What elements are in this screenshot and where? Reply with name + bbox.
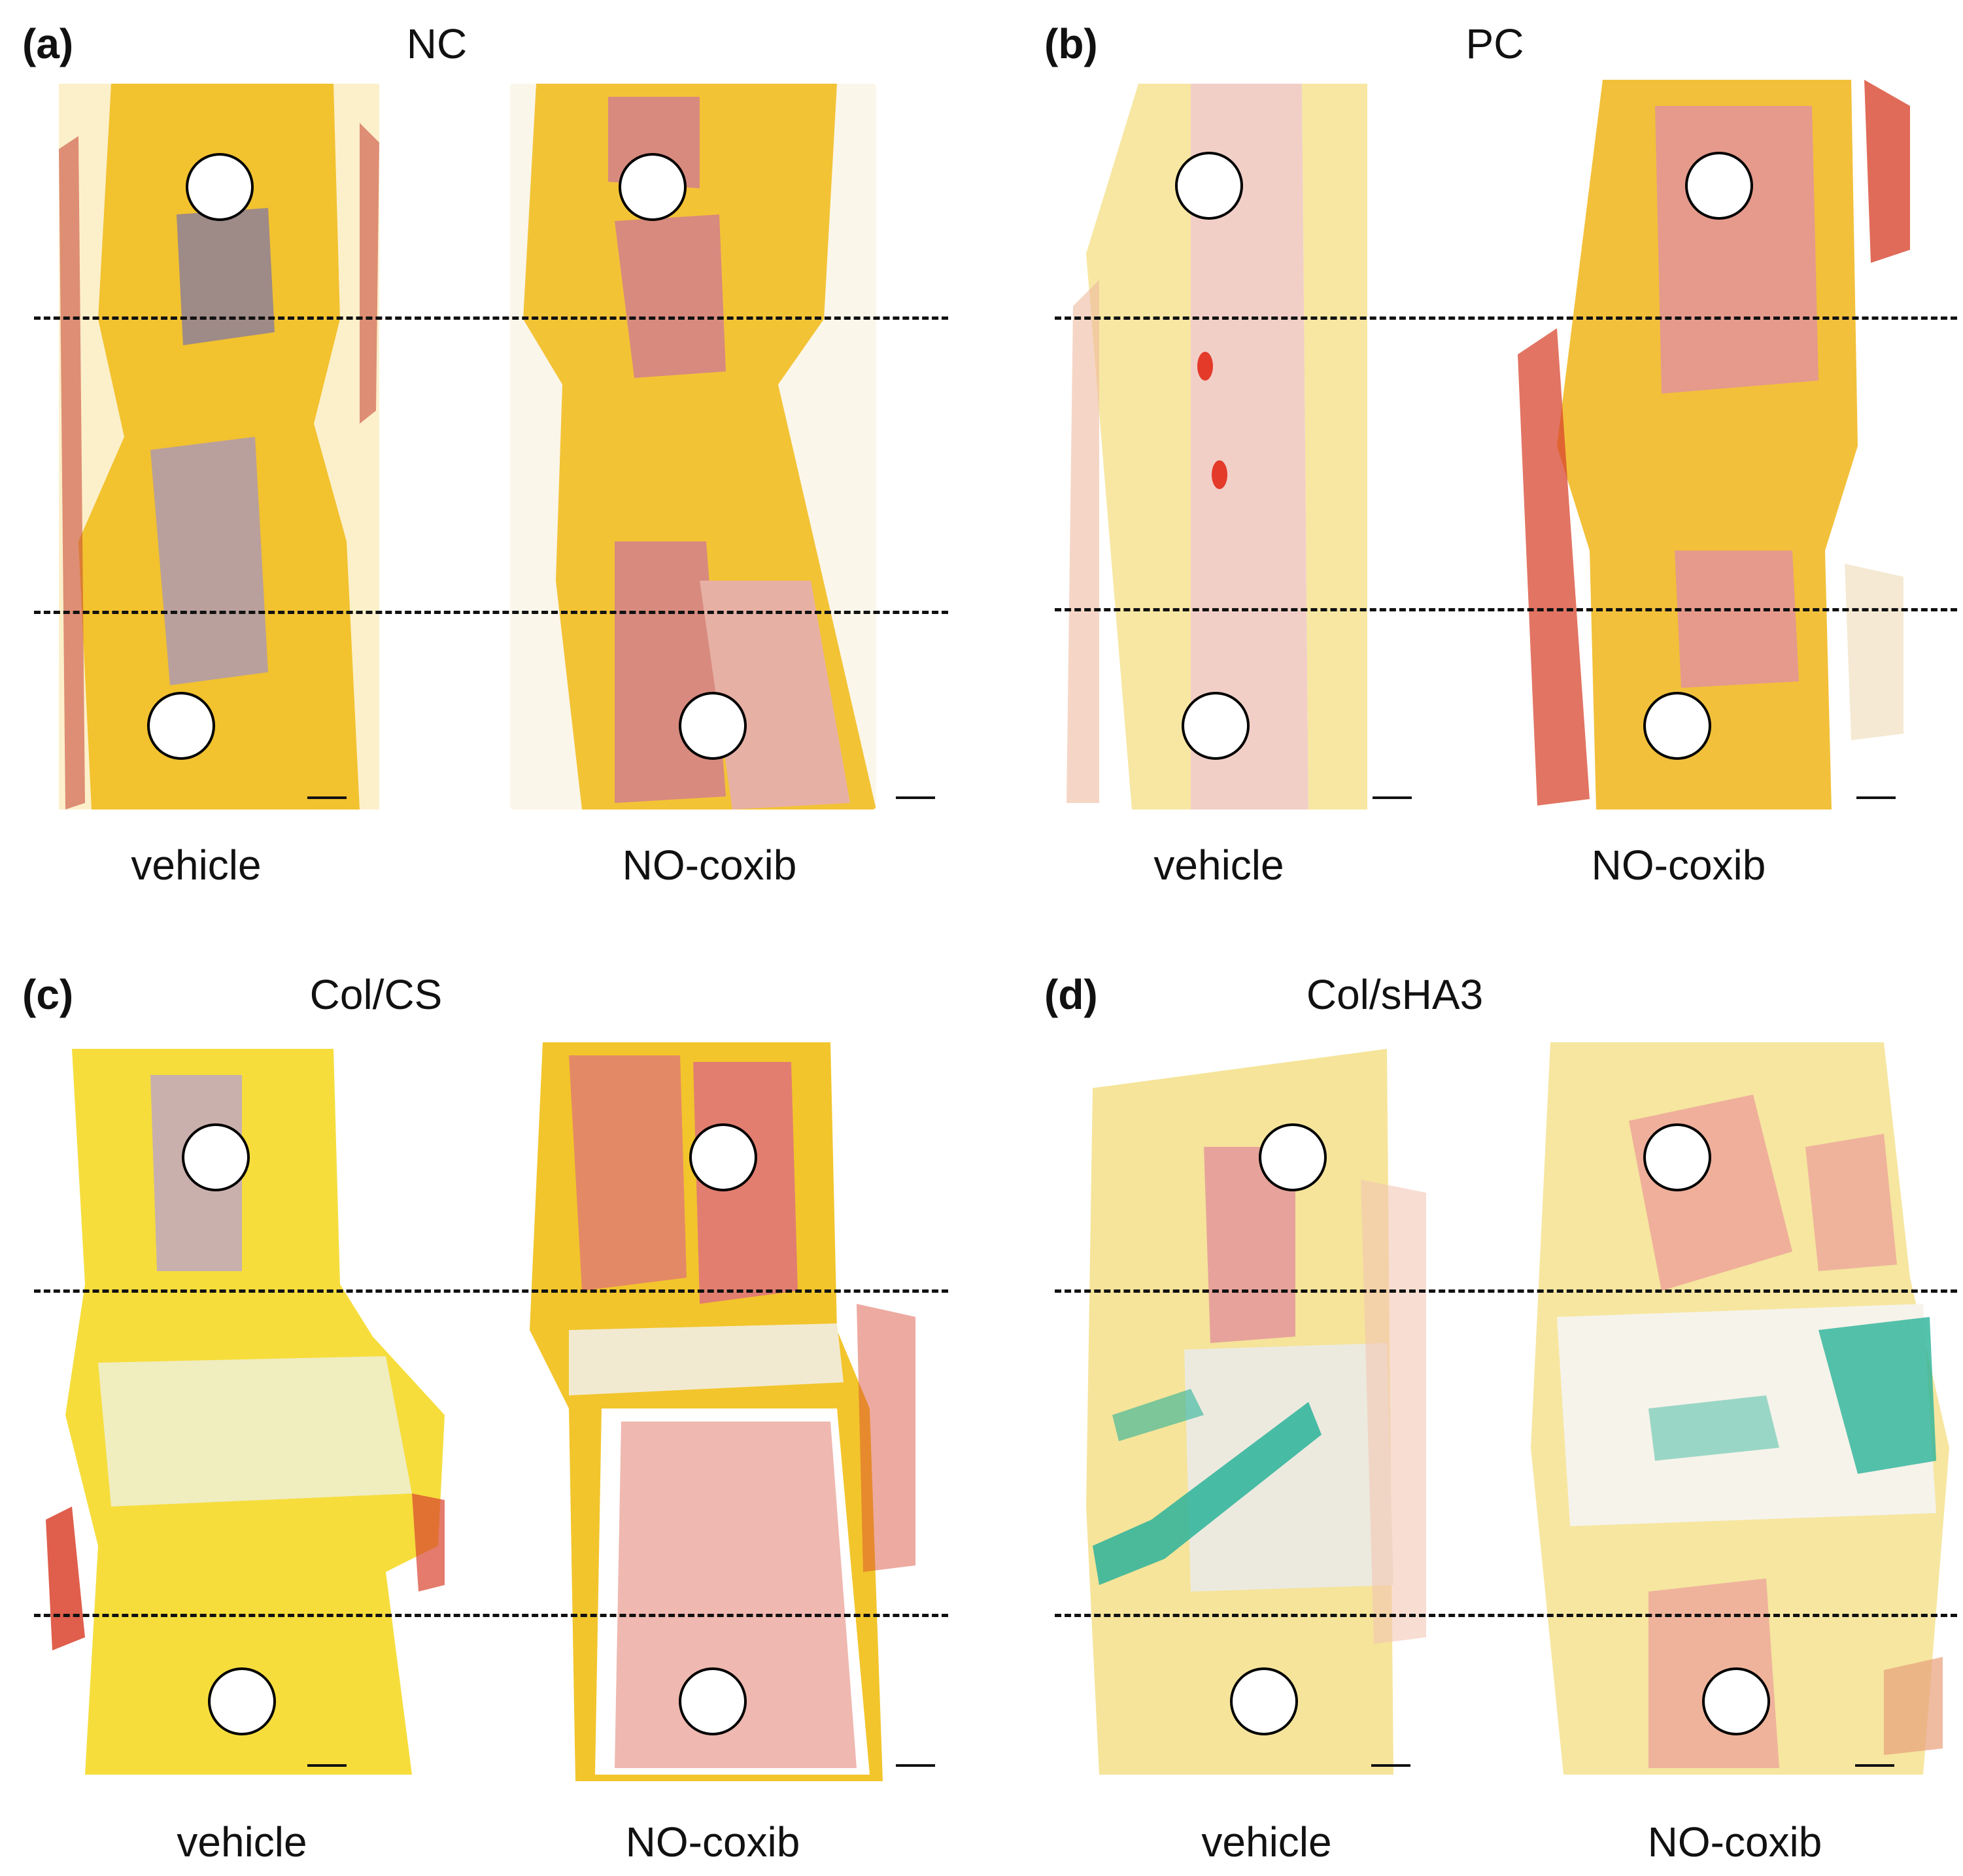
defect-boundary-line [1055, 1289, 1957, 1293]
scale-bar [1371, 1764, 1410, 1767]
scale-bar [307, 1764, 347, 1767]
drill-hole-marker [689, 1123, 757, 1191]
sample-label: NO-coxib [622, 842, 797, 889]
scale-bar [896, 796, 935, 799]
scale-bar [1856, 796, 1896, 799]
defect-boundary-line [1055, 608, 1957, 611]
drill-hole-marker [1175, 152, 1243, 220]
drill-hole-marker [679, 692, 747, 760]
sample-label: vehicle [1153, 842, 1284, 889]
panel-letter: (b) [1044, 20, 1098, 67]
sample-label: vehicle [177, 1818, 307, 1866]
panel-b: (b) PC vehicle NO-coxib [982, 0, 1963, 938]
histology-section-vehicle [46, 1049, 451, 1775]
drill-hole-marker [1182, 692, 1250, 760]
panel-title: PC [1465, 20, 1524, 67]
panel-letter: (c) [22, 971, 74, 1018]
panel-title: NC [406, 20, 468, 67]
defect-boundary-line [1055, 316, 1957, 320]
panel-letter: (a) [22, 20, 74, 67]
histology-section-no-coxib [1518, 1042, 1949, 1775]
drill-hole-marker [186, 153, 254, 221]
drill-hole-marker [1702, 1667, 1770, 1735]
drill-hole-marker [1685, 152, 1753, 220]
histology-section-no-coxib [530, 1042, 922, 1781]
defect-boundary-line [1055, 1614, 1957, 1617]
panel-d: (d) Col/sHA3 vehicle NO-coxib [982, 938, 1963, 1875]
histology-section-no-coxib [510, 84, 876, 810]
drill-hole-marker [1259, 1123, 1327, 1191]
sample-label: NO-coxib [1647, 1818, 1822, 1866]
panel-title: Col/sHA3 [1306, 971, 1484, 1018]
scale-bar [1373, 796, 1412, 799]
defect-boundary-line [34, 611, 948, 614]
panel-a: (a) NC vehicle NO-coxib [0, 0, 982, 938]
scale-bar [307, 796, 347, 799]
sample-label: NO-coxib [625, 1818, 800, 1866]
drill-hole-marker [679, 1667, 747, 1735]
sample-label: NO-coxib [1591, 842, 1766, 889]
drill-hole-marker [182, 1123, 250, 1191]
drill-hole-marker [208, 1667, 276, 1735]
drill-hole-marker [147, 692, 215, 760]
panel-letter: (d) [1044, 971, 1098, 1018]
defect-boundary-line [34, 316, 948, 320]
histology-section-vehicle [1073, 1049, 1439, 1775]
panel-c: (c) Col/CS vehicle NO-coxib [0, 938, 982, 1875]
drill-hole-marker [1643, 692, 1711, 760]
drill-hole-marker [619, 153, 687, 221]
drill-hole-marker [1643, 1123, 1711, 1191]
sample-label: vehicle [131, 842, 262, 889]
defect-boundary-line [34, 1614, 948, 1617]
drill-hole-marker [1230, 1667, 1298, 1735]
sample-label: vehicle [1201, 1818, 1332, 1866]
panel-title: Col/CS [309, 971, 443, 1018]
scale-bar [1855, 1764, 1894, 1767]
scale-bar [896, 1764, 935, 1767]
histology-section-vehicle [1060, 84, 1426, 810]
defect-boundary-line [34, 1289, 948, 1293]
